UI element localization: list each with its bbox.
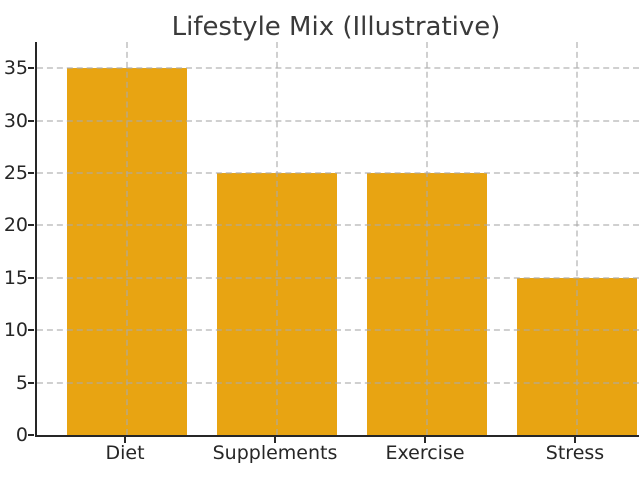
- gridline-horizontal: [37, 224, 639, 227]
- plot-area: [35, 42, 639, 437]
- y-axis-tick: [28, 67, 34, 70]
- gridline-horizontal: [37, 119, 639, 122]
- gridline-horizontal: [37, 276, 639, 279]
- gridline-vertical: [426, 42, 428, 435]
- y-tick-label: 5: [15, 371, 28, 394]
- gridline-vertical: [126, 42, 128, 435]
- x-category-label: Supplements: [212, 442, 338, 464]
- y-tick-label: 35: [3, 57, 28, 80]
- y-axis-tick: [28, 224, 34, 227]
- y-axis-tick: [28, 381, 34, 384]
- x-axis-tick: [124, 437, 126, 443]
- gridline-vertical: [576, 42, 578, 435]
- x-category-label: Diet: [105, 442, 145, 464]
- gridline-horizontal: [37, 67, 639, 70]
- y-tick-label: 20: [3, 214, 28, 237]
- chart-title: Lifestyle Mix (Illustrative): [171, 12, 501, 42]
- x-axis-tick: [574, 437, 576, 443]
- y-tick-label: 30: [3, 109, 28, 132]
- y-axis-tick: [28, 119, 34, 122]
- y-axis-tick: [28, 276, 34, 279]
- y-tick-label: 0: [15, 424, 28, 446]
- gridline-horizontal: [37, 172, 639, 174]
- y-axis-tick: [28, 172, 34, 174]
- gridline-horizontal: [37, 381, 639, 384]
- y-axis-tick: [28, 329, 34, 332]
- x-axis-tick: [274, 437, 276, 443]
- y-tick-label: 10: [3, 319, 28, 342]
- x-category-label: Exercise: [385, 442, 465, 464]
- y-axis-tick: [28, 434, 34, 436]
- x-axis-tick: [424, 437, 426, 443]
- y-tick-label: 25: [3, 162, 28, 184]
- x-category-label: Stress: [545, 442, 605, 464]
- y-tick-label: 15: [3, 266, 28, 289]
- gridline-vertical: [276, 42, 278, 435]
- gridline-horizontal: [37, 329, 639, 332]
